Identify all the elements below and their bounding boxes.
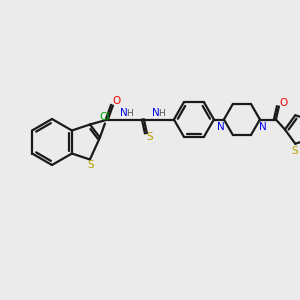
Text: S: S (147, 133, 153, 142)
Text: O: O (113, 95, 121, 106)
Text: N: N (152, 109, 160, 118)
Text: N: N (217, 122, 225, 131)
Text: H: H (127, 109, 133, 118)
Text: N: N (120, 109, 128, 118)
Text: O: O (280, 98, 288, 109)
Text: S: S (291, 146, 298, 156)
Text: Cl: Cl (100, 112, 110, 122)
Text: H: H (158, 109, 165, 118)
Text: S: S (88, 160, 94, 170)
Text: N: N (259, 122, 267, 131)
